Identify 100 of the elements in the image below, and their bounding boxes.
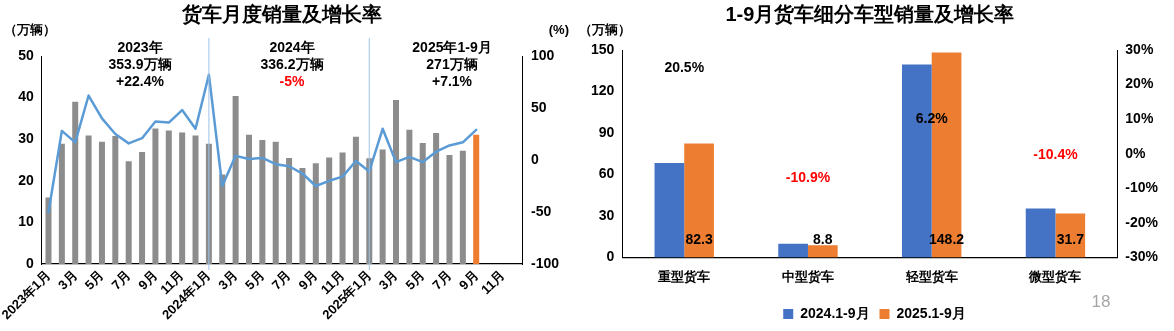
y-tick-label: 0: [606, 248, 615, 265]
y2-tick-label: 100: [530, 46, 555, 63]
bar: [139, 152, 146, 265]
bar: [165, 130, 172, 265]
text: 18: [1091, 291, 1111, 311]
x-tick-label: 重型货车: [657, 268, 711, 284]
x-tick-label: 9月: [135, 267, 161, 293]
bar: [272, 141, 279, 265]
text: 2025年1-9月: [412, 38, 492, 55]
annotation: 271万辆: [426, 55, 478, 72]
y-axis-title: （万辆）: [579, 21, 631, 37]
bar: [1025, 208, 1056, 258]
y2-tick-label: -30%: [1125, 248, 1159, 265]
bar: [299, 167, 306, 265]
y2-axis-title: (%): [548, 21, 569, 37]
bar: [459, 150, 466, 265]
bar: [58, 143, 65, 265]
y-tick-label: 30: [18, 130, 35, 147]
y-tick-label: 30: [598, 206, 615, 223]
x-tick-label: 5月: [242, 267, 267, 293]
y-tick-label: 40: [18, 88, 35, 105]
bar: [219, 174, 226, 265]
x-tick-label: 7月: [429, 267, 455, 293]
bar: [379, 149, 386, 265]
bar: [778, 243, 808, 258]
bar: [192, 135, 199, 265]
x-tick-label: 5月: [402, 267, 428, 293]
text: 2024年: [269, 38, 315, 55]
y2-tick-label: -20%: [1125, 213, 1159, 230]
bar: [152, 128, 159, 265]
bar: [433, 132, 440, 265]
x-tick-label: 3月: [375, 267, 401, 293]
bar: [232, 95, 239, 265]
bar: [312, 163, 319, 265]
text: 2023年: [117, 38, 163, 55]
data-label: 82.3: [685, 231, 713, 248]
annotation: -5%: [279, 72, 305, 89]
chart-title: 货车月度销量及增长率: [181, 2, 383, 25]
y-axis-title: （万辆）: [4, 21, 56, 37]
x-tick-label: 11月: [478, 267, 508, 298]
bar: [473, 134, 480, 265]
bar: [179, 132, 186, 265]
bar: [339, 152, 346, 265]
y2-tick-label: 0: [530, 150, 539, 167]
bar: [326, 157, 333, 265]
y-tick-label: 60: [598, 165, 615, 182]
x-tick-label: 中型货车: [781, 268, 834, 284]
x-tick-label: 7月: [268, 267, 294, 293]
annotation: +22.4%: [116, 72, 165, 89]
bar: [406, 129, 413, 265]
x-tick-label: 7月: [108, 267, 134, 293]
bar: [654, 162, 685, 258]
x-tick-label: 3月: [54, 267, 80, 293]
bar: [259, 140, 266, 265]
x-tick-label: 9月: [455, 267, 481, 293]
y-tick-label: 50: [18, 46, 35, 63]
bar: [684, 143, 714, 258]
x-tick-label: 轻型货车: [904, 268, 958, 284]
y2-tick-label: 30%: [1125, 40, 1154, 57]
y-tick-label: 10: [18, 213, 35, 230]
y2-tick-label: -10%: [1125, 179, 1159, 196]
bar: [125, 161, 132, 265]
y2-tick-label: 0%: [1125, 144, 1147, 161]
bar: [419, 142, 426, 265]
annotation: 336.2万辆: [260, 55, 324, 72]
bar: [807, 245, 838, 258]
y-tick-label: 20: [18, 171, 35, 188]
chart-title: 1-9月货车细分车型销量及增长率: [725, 2, 1015, 25]
bar: [85, 135, 92, 265]
y-tick-label: 120: [591, 82, 615, 99]
bar: [286, 157, 293, 265]
annotation: 20.5%: [664, 58, 705, 75]
data-label: 8.8: [813, 231, 833, 248]
y2-tick-label: -50: [530, 202, 552, 219]
y2-tick-label: 10%: [1125, 109, 1154, 126]
y2-tick-label: 20%: [1125, 75, 1154, 92]
x-tick-label: 微型货车: [1028, 268, 1082, 284]
annotation: -10.9%: [785, 168, 831, 185]
y-tick-label: 150: [591, 40, 615, 57]
annotation: 353.9万辆: [108, 55, 172, 72]
bar: [45, 197, 52, 265]
y-tick-label: 0: [26, 254, 35, 271]
bar: [393, 100, 400, 265]
bar: [446, 155, 453, 265]
legend-label: 2025.1-9月: [896, 304, 966, 321]
annotation: +7.1%: [431, 72, 473, 89]
x-tick-label: 5月: [81, 267, 107, 293]
bar: [72, 101, 79, 265]
bar: [245, 134, 252, 265]
legend-label: 2024.1-9月: [800, 304, 870, 321]
y2-tick-label: 50: [530, 98, 547, 115]
y-tick-label: 90: [598, 123, 615, 140]
data-label: 31.7: [1056, 231, 1085, 248]
annotation: -10.4%: [1033, 145, 1079, 162]
bar: [112, 135, 119, 265]
x-tick-label: 3月: [215, 267, 241, 293]
x-tick-label: 9月: [295, 267, 321, 293]
bar: [352, 136, 359, 265]
y2-tick-label: -100: [530, 254, 560, 271]
bar: [98, 141, 105, 265]
